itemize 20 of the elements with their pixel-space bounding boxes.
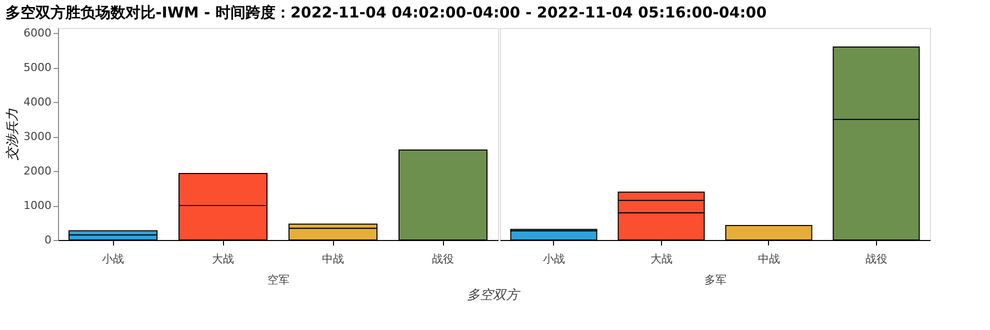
y-tick-label: 1000 <box>24 199 52 212</box>
x-tick-label: 战役 <box>865 252 888 266</box>
x-tick-label: 小战 <box>102 252 124 266</box>
text: 空军 <box>268 274 290 286</box>
y-tick-label: 4000 <box>24 96 52 109</box>
chart-title: 多空双方胜负场数对比-IWM - 时间跨度：2022-11-04 04:02:00-04:00 - 2022-11-04 05:16:00-04:00 <box>6 4 767 22</box>
y-axis-title: 交涉兵力 <box>4 108 21 160</box>
x-axis-title: 多空双方 <box>467 287 521 303</box>
y-tick-label: 2000 <box>24 164 52 178</box>
x-tick-label: 小战 <box>542 252 565 266</box>
y-tick-label: 3000 <box>24 130 52 144</box>
x-tick-label: 中战 <box>758 252 780 266</box>
y-tick-label: 0 <box>44 234 52 246</box>
x-tick-label: 中战 <box>322 252 344 266</box>
y-tick-label: 5000 <box>24 61 52 74</box>
x-tick-label: 大战 <box>212 252 234 266</box>
x-tick-label: 大战 <box>650 252 672 266</box>
text: 多军 <box>704 274 726 286</box>
y-tick-label: 6000 <box>24 26 52 40</box>
x-tick-label: 战役 <box>432 252 454 266</box>
